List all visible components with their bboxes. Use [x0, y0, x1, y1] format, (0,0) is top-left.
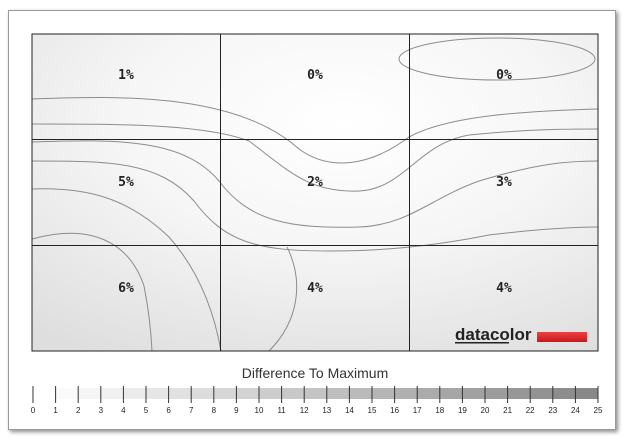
scale-tick-label: 0	[31, 406, 36, 415]
scale-tick-label: 15	[368, 406, 377, 415]
scale-swatch	[259, 388, 282, 399]
brand-underline	[455, 342, 509, 344]
legend-title: Difference To Maximum	[242, 365, 389, 381]
scale-tick-label: 13	[322, 406, 331, 415]
cell-label-r1c3: 0%	[496, 68, 512, 83]
scale-tick-label: 12	[300, 406, 309, 415]
scale-tick-label: 6	[166, 406, 171, 415]
scale-swatch	[191, 388, 215, 399]
color-scale-labels: 0 1 2 3 4 5 6 7 8 9 10 11 12 13 14 15 16 17 18 19 20 21 22 23 24…	[31, 406, 603, 415]
scale-swatch	[146, 388, 169, 399]
scale-tick-label: 19	[458, 406, 467, 415]
scale-swatch	[326, 388, 350, 399]
scale-swatch	[168, 388, 192, 399]
scale-tick-label: 17	[413, 406, 422, 415]
scale-tick-label: 22	[526, 406, 535, 415]
scale-swatch	[78, 388, 102, 399]
scale-tick-label: 5	[144, 406, 149, 415]
scale-swatch	[485, 388, 508, 399]
scale-swatch	[462, 388, 486, 399]
contour-line	[31, 160, 599, 252]
cell-label-r3c1: 6%	[118, 281, 134, 296]
cell-label-r2c1: 5%	[118, 175, 134, 190]
contour-line	[31, 188, 222, 352]
contour-lines	[31, 37, 599, 352]
scale-swatch	[507, 388, 531, 399]
contour-line	[31, 140, 599, 228]
scale-tick-label: 24	[571, 406, 580, 415]
scale-swatch	[55, 388, 79, 399]
scale-swatch	[236, 388, 260, 399]
contour-line	[268, 246, 298, 352]
scale-swatch	[349, 388, 373, 399]
uniformity-chart: 1% 0% 0% 5% 2% 3% 6% 4% 4% datacolor Dif…	[31, 33, 603, 415]
scale-tick-label: 3	[99, 406, 104, 415]
scale-swatch	[123, 388, 147, 399]
scale-tick-label: 14	[345, 406, 354, 415]
scale-tick-label: 8	[212, 406, 217, 415]
scale-swatch	[417, 388, 441, 399]
contour-line	[31, 96, 599, 164]
scale-tick-label: 10	[255, 406, 264, 415]
scale-swatch	[439, 388, 463, 399]
scale-tick-label: 25	[594, 406, 603, 415]
color-scale-ticks	[32, 386, 599, 403]
scale-swatch	[213, 388, 237, 399]
brand-name: datacolor	[455, 325, 532, 344]
cell-label-r2c2: 2%	[307, 175, 323, 190]
scale-tick-label: 9	[234, 406, 239, 415]
scale-tick-label: 1	[53, 406, 58, 415]
scale-swatch	[372, 388, 395, 399]
cell-label-r1c2: 0%	[307, 68, 323, 83]
contour-line	[31, 123, 599, 192]
plot-area	[32, 34, 598, 351]
scale-tick-label: 7	[189, 406, 194, 415]
datacolor-logo: datacolor	[455, 325, 587, 344]
scale-tick-label: 18	[435, 406, 444, 415]
scale-tick-label: 21	[503, 406, 512, 415]
cell-label-r3c3: 4%	[496, 281, 512, 296]
scale-tick-label: 2	[76, 406, 81, 415]
scale-swatch	[552, 388, 576, 399]
scale-swatch	[575, 388, 599, 399]
cell-label-r1c1: 1%	[118, 68, 134, 83]
scale-tick-label: 20	[481, 406, 490, 415]
brand-red-bar	[537, 332, 587, 342]
cell-label-r3c2: 4%	[307, 281, 323, 296]
scale-tick-label: 23	[548, 406, 557, 415]
scale-tick-label: 16	[390, 406, 399, 415]
scale-swatch	[530, 388, 554, 399]
scale-swatch	[33, 388, 56, 399]
scale-swatch	[281, 388, 305, 399]
cell-label-r2c3: 3%	[496, 175, 512, 190]
scale-swatch	[100, 388, 124, 399]
scale-tick-label: 4	[121, 406, 126, 415]
color-scale	[33, 388, 599, 399]
scale-swatch	[394, 388, 418, 399]
scale-swatch	[304, 388, 328, 399]
grid-lines	[31, 33, 599, 352]
chart-frame: 1% 0% 0% 5% 2% 3% 6% 4% 4% datacolor Dif…	[8, 10, 616, 430]
scale-tick-label: 11	[277, 406, 286, 415]
contour-ellipse	[398, 37, 596, 81]
cell-labels: 1% 0% 0% 5% 2% 3% 6% 4% 4%	[118, 68, 512, 296]
contour-line	[31, 232, 153, 352]
